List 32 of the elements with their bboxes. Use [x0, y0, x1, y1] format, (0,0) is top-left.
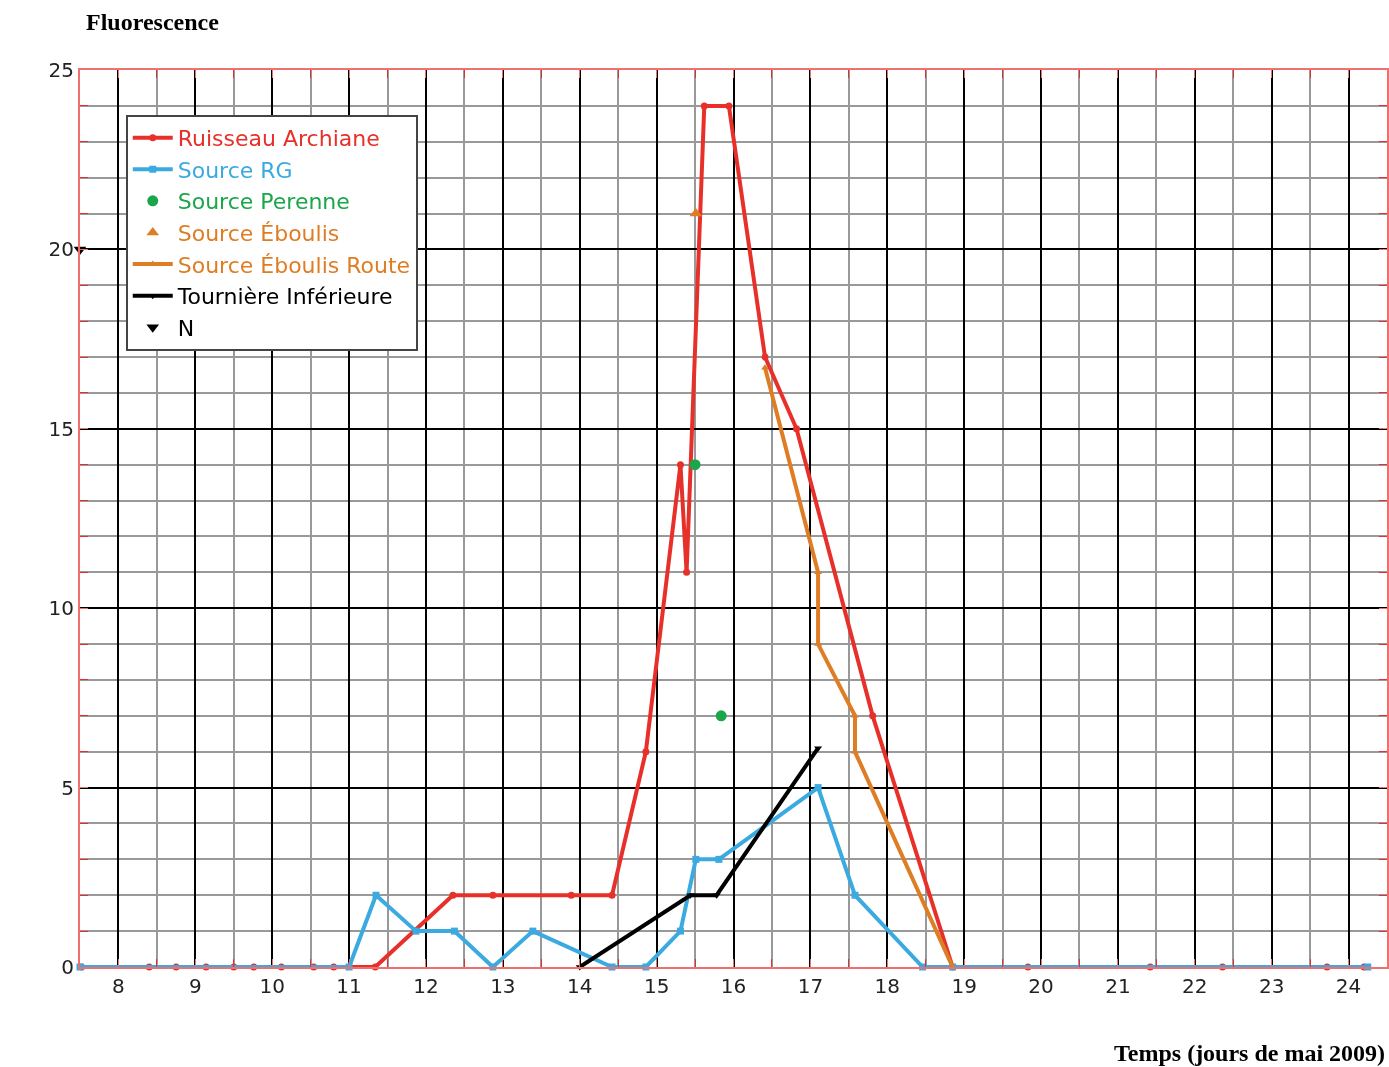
x-tick-label: 11 — [336, 974, 362, 998]
legend-label: Source Éboulis Route — [177, 252, 411, 278]
x-tick-label: 21 — [1105, 974, 1131, 998]
legend-label: Ruisseau Archiane — [177, 126, 380, 152]
x-tick-label: 24 — [1335, 974, 1362, 998]
y-tick-label: 25 — [48, 58, 74, 82]
y-tick-label: 0 — [61, 955, 74, 979]
x-tick-label: 16 — [720, 974, 747, 998]
legend-label: N — [177, 315, 195, 341]
legend-label: Source Perenne — [177, 189, 350, 215]
x-tick-label: 18 — [874, 974, 900, 998]
x-tick-label: 17 — [797, 974, 824, 998]
x-tick-label: 22 — [1182, 974, 1208, 998]
x-tick-label: 10 — [259, 974, 285, 998]
x-tick-label: 15 — [643, 974, 670, 998]
y-tick-label: 15 — [48, 416, 74, 441]
y-axis-title: Fluorescence — [86, 9, 220, 35]
legend-label: Source Éboulis — [177, 221, 340, 247]
x-tick-label: 8 — [112, 974, 125, 998]
x-tick-label: 23 — [1258, 974, 1285, 998]
y-tick-label: 5 — [61, 775, 74, 800]
x-tick-label: 14 — [567, 974, 593, 998]
y-tick-label: 20 — [48, 237, 74, 262]
legend-label: Tournière Inférieure — [176, 284, 393, 310]
x-tick-label: 9 — [188, 974, 202, 998]
y-tick-label: 10 — [48, 596, 74, 621]
x-tick-label: 20 — [1028, 974, 1054, 998]
x-tick-label: 19 — [951, 974, 977, 998]
x-tick-label: 13 — [490, 974, 516, 998]
x-axis-title: Temps (jours de mai 2009) — [1114, 1040, 1386, 1066]
x-tick-label: 12 — [413, 974, 439, 998]
legend-label: Source RG — [177, 157, 293, 183]
